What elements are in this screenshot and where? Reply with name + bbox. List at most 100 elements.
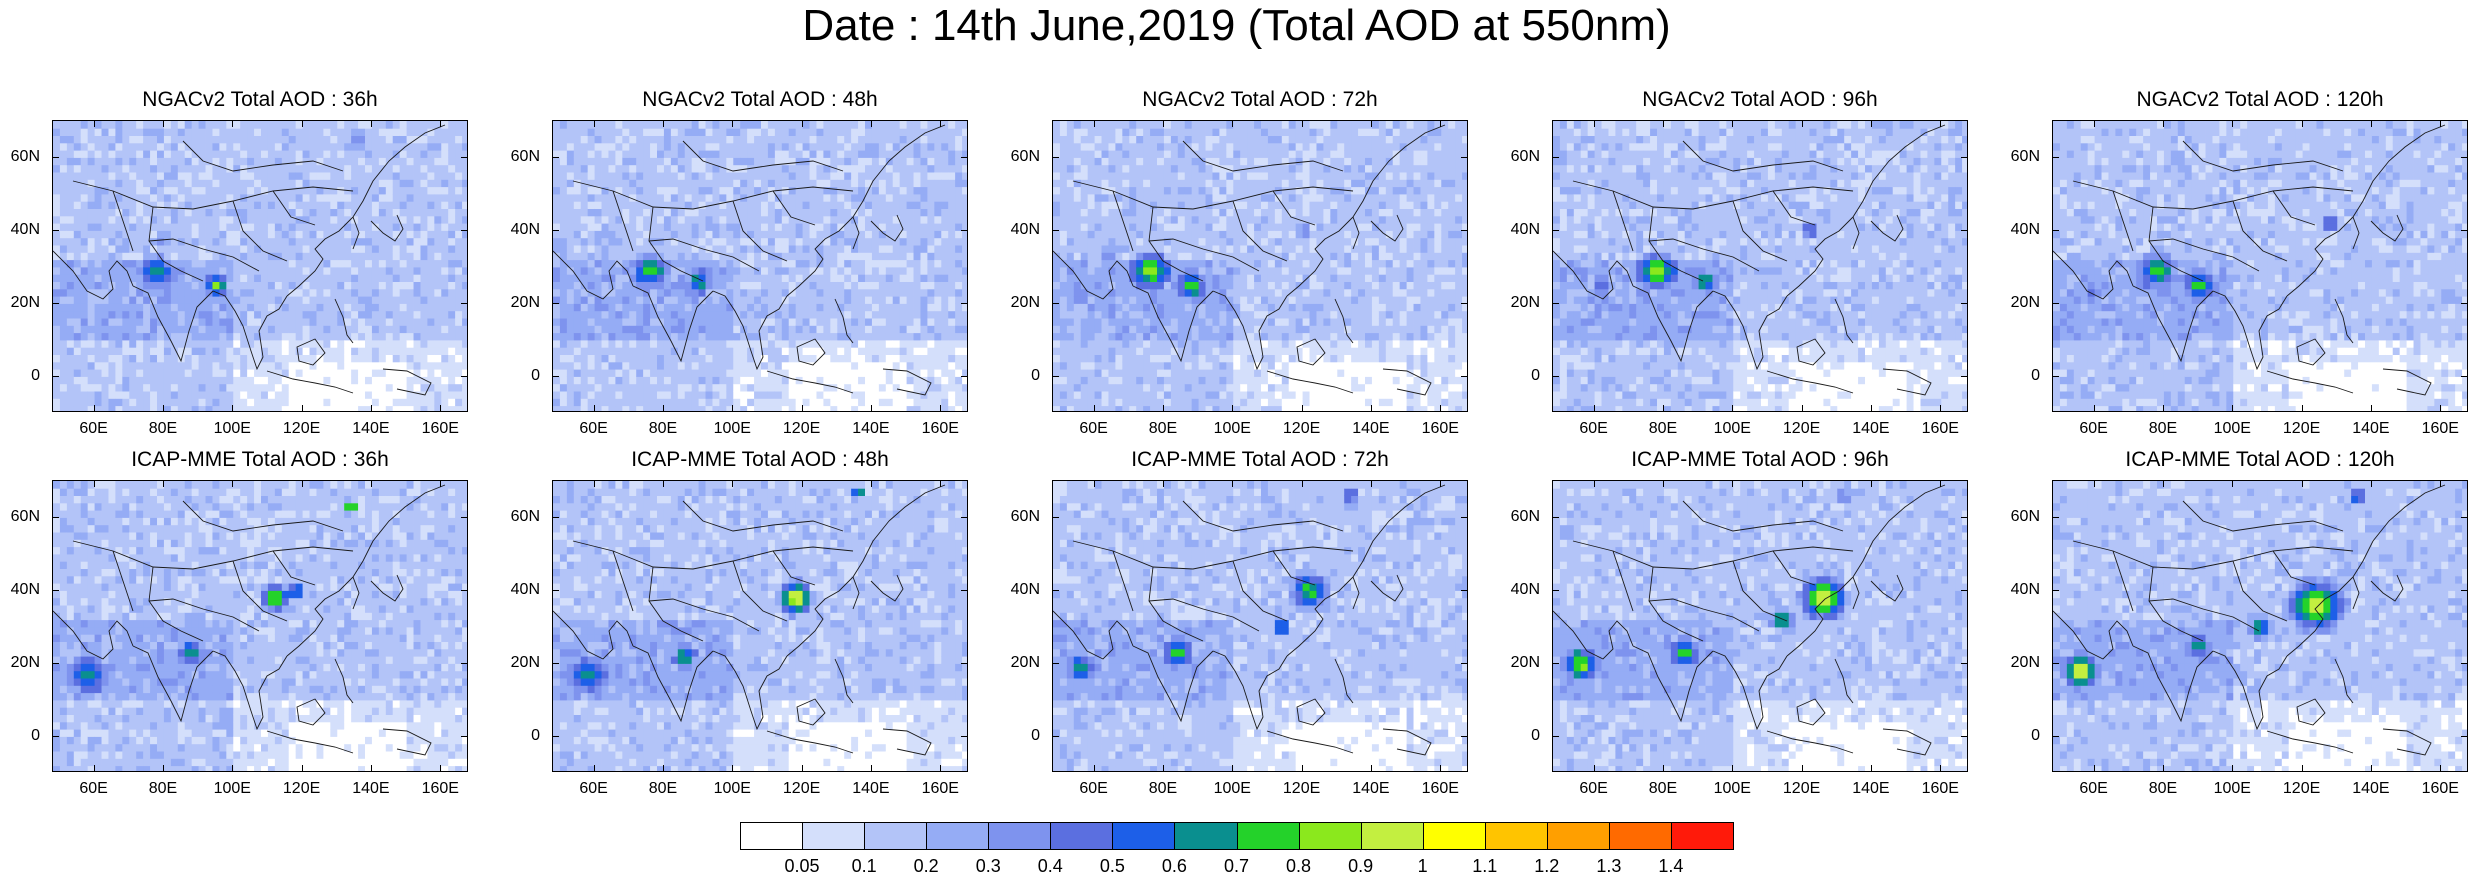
lat-tick bbox=[2461, 157, 2468, 158]
lon-tick bbox=[1940, 765, 1941, 772]
lon-tick-label: 140E bbox=[1346, 420, 1396, 438]
lon-tick bbox=[1440, 120, 1441, 127]
colorbar-label: 0.05 bbox=[777, 856, 827, 876]
panel-title: ICAP-MME Total AOD : 120h bbox=[2052, 448, 2468, 472]
lon-tick-label: 160E bbox=[415, 420, 465, 438]
lat-tick bbox=[52, 590, 59, 591]
lon-tick bbox=[940, 405, 941, 412]
colorbar-swatch bbox=[1423, 822, 1486, 850]
lon-tick-label: 160E bbox=[2415, 420, 2465, 438]
lon-tick-label: 100E bbox=[207, 780, 257, 798]
lat-tick bbox=[52, 230, 59, 231]
lon-tick bbox=[1594, 405, 1595, 412]
aod-map bbox=[1552, 120, 1968, 412]
lon-tick-label: 140E bbox=[2346, 420, 2396, 438]
lat-tick bbox=[2052, 376, 2059, 377]
lon-tick-label: 100E bbox=[1207, 420, 1257, 438]
lon-tick bbox=[1094, 765, 1095, 772]
lon-tick bbox=[1871, 120, 1872, 127]
lat-tick-label: 40N bbox=[2000, 221, 2040, 239]
lon-tick bbox=[2371, 480, 2372, 487]
lat-tick bbox=[1461, 517, 1468, 518]
lon-tick bbox=[94, 405, 95, 412]
lon-tick bbox=[1732, 765, 1733, 772]
lon-tick bbox=[1302, 765, 1303, 772]
lat-tick bbox=[552, 376, 559, 377]
lon-tick bbox=[302, 765, 303, 772]
lon-tick bbox=[2302, 765, 2303, 772]
lon-tick bbox=[1232, 765, 1233, 772]
colorbar-label: 0.2 bbox=[901, 856, 951, 876]
aod-map bbox=[2052, 480, 2468, 772]
lon-tick-label: 80E bbox=[138, 780, 188, 798]
lat-tick-label: 60N bbox=[1500, 508, 1540, 526]
lat-tick bbox=[1961, 157, 1968, 158]
lat-tick bbox=[1552, 736, 1559, 737]
lat-tick bbox=[1961, 376, 1968, 377]
lon-tick bbox=[2094, 765, 2095, 772]
lon-tick-label: 60E bbox=[569, 420, 619, 438]
lon-tick bbox=[1163, 765, 1164, 772]
lat-tick bbox=[2461, 736, 2468, 737]
lon-tick bbox=[802, 405, 803, 412]
lon-tick-label: 60E bbox=[1069, 780, 1119, 798]
lon-tick bbox=[371, 765, 372, 772]
lon-tick bbox=[1371, 120, 1372, 127]
lat-tick-label: 20N bbox=[2000, 294, 2040, 312]
lat-tick bbox=[1052, 303, 1059, 304]
lon-tick bbox=[594, 765, 595, 772]
lat-tick-label: 60N bbox=[500, 148, 540, 166]
lat-tick bbox=[1052, 157, 1059, 158]
lat-tick-label: 20N bbox=[500, 294, 540, 312]
lat-tick bbox=[461, 663, 468, 664]
lon-tick-label: 120E bbox=[1277, 420, 1327, 438]
lon-tick bbox=[1663, 480, 1664, 487]
lat-tick bbox=[2461, 663, 2468, 664]
lat-tick-label: 20N bbox=[1000, 294, 1040, 312]
lat-tick bbox=[2052, 157, 2059, 158]
lon-tick bbox=[2232, 405, 2233, 412]
lat-tick-label: 20N bbox=[0, 294, 40, 312]
lon-tick-label: 160E bbox=[1915, 780, 1965, 798]
colorbar-label: 1 bbox=[1398, 856, 1448, 876]
colorbar-label: 1.4 bbox=[1646, 856, 1696, 876]
colorbar-swatch bbox=[1361, 822, 1424, 850]
lon-tick bbox=[2371, 405, 2372, 412]
colorbar-label: 0.6 bbox=[1149, 856, 1199, 876]
aod-field bbox=[53, 481, 468, 772]
lat-tick-label: 60N bbox=[0, 508, 40, 526]
lat-tick-label: 40N bbox=[1500, 581, 1540, 599]
lat-tick bbox=[2052, 230, 2059, 231]
lat-tick bbox=[1461, 663, 1468, 664]
lat-tick-label: 0 bbox=[2000, 727, 2040, 745]
lon-tick bbox=[371, 480, 372, 487]
lat-tick-label: 60N bbox=[500, 508, 540, 526]
lon-tick bbox=[1163, 120, 1164, 127]
lon-tick-label: 60E bbox=[1069, 420, 1119, 438]
lon-tick bbox=[1440, 765, 1441, 772]
aod-map bbox=[52, 480, 468, 772]
lat-tick bbox=[552, 230, 559, 231]
lat-tick-label: 0 bbox=[1000, 727, 1040, 745]
lon-tick bbox=[371, 120, 372, 127]
lat-tick bbox=[552, 157, 559, 158]
colorbar-swatch bbox=[1671, 822, 1734, 850]
lat-tick bbox=[461, 590, 468, 591]
lon-tick bbox=[732, 480, 733, 487]
colorbar-swatch bbox=[988, 822, 1051, 850]
lon-tick bbox=[871, 765, 872, 772]
lat-tick bbox=[1552, 157, 1559, 158]
panel-title: NGACv2 Total AOD : 48h bbox=[552, 88, 968, 112]
lon-tick bbox=[871, 480, 872, 487]
lat-tick bbox=[2461, 590, 2468, 591]
lon-tick-label: 80E bbox=[1138, 780, 1188, 798]
lat-tick bbox=[1461, 736, 1468, 737]
lon-tick bbox=[1802, 405, 1803, 412]
lat-tick bbox=[961, 590, 968, 591]
lon-tick bbox=[594, 405, 595, 412]
lat-tick-label: 0 bbox=[500, 367, 540, 385]
lon-tick-label: 100E bbox=[2207, 780, 2257, 798]
lon-tick bbox=[2302, 120, 2303, 127]
